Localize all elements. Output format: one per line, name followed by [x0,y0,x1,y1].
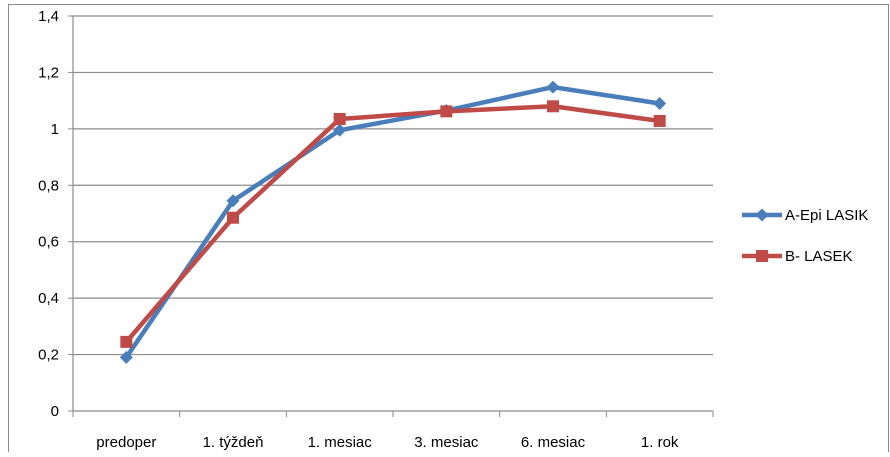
legend: A-Epi LASIK B- LASEK [742,207,868,265]
data-point [547,100,559,113]
y-tick-label: 0,6 [38,234,59,251]
y-tick-label: 0 [51,403,59,420]
y-tick-label: 1 [51,121,59,138]
legend-item: A-Epi LASIK [742,207,868,224]
x-tick-label: 1. rok [641,434,679,451]
y-tick-label: 0,8 [38,177,59,194]
y-tick-label: 0,2 [38,347,59,364]
legend-item: B- LASEK [742,248,853,265]
data-point [653,114,666,127]
data-point [333,112,346,125]
y-tick-label: 1,2 [38,64,59,81]
data-point [440,105,453,118]
y-tick-label: 1,4 [38,8,59,25]
series-layer [119,80,667,364]
data-point [546,80,560,94]
series-line [124,104,660,344]
series-line [124,84,661,359]
data-point [120,335,133,348]
gridlines [73,15,713,356]
x-tick-label: 3. mesiac [414,434,479,451]
chart-border [8,4,889,457]
y-tick-label: 0,4 [38,290,59,307]
series-group [119,80,667,364]
series-group [120,100,666,348]
x-tick-label: predoper [96,434,156,451]
data-point [226,194,240,208]
data-point [333,123,347,137]
data-point [227,211,239,224]
x-tick-label: 1. týždeň [203,434,264,451]
data-point [119,350,133,364]
legend-marker [755,208,769,222]
axes: 0 0,2 0,4 0,6 0,8 1 1,2 1,4 predoper 1. týždeň 1. … [38,8,714,451]
legend-marker [756,250,768,262]
legend-label: A-Epi LASIK [785,207,868,224]
x-tick-label: 6. mesiac [521,434,586,451]
data-point [653,96,667,110]
x-tick-label: 1. mesiac [308,434,373,451]
legend-label: B- LASEK [785,248,853,265]
